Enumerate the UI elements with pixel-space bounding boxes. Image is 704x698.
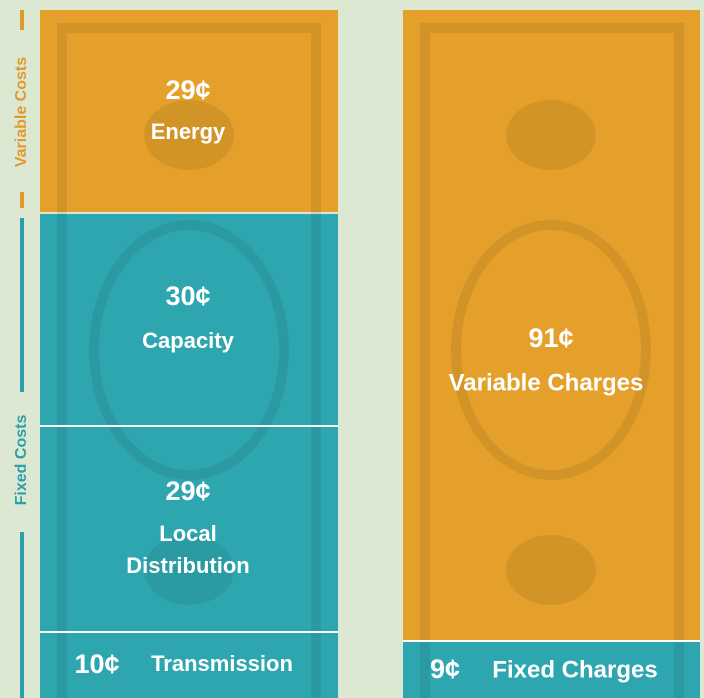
segment-label: Transmission xyxy=(151,651,293,676)
segment-label: Energy xyxy=(151,119,226,144)
segment-value: 29¢ xyxy=(165,75,210,105)
segment-label: Distribution xyxy=(126,553,249,578)
bill-ornament xyxy=(506,535,596,605)
segment-value: 30¢ xyxy=(165,281,210,311)
side-label: Variable Costs xyxy=(13,57,30,167)
bill-ornament xyxy=(506,100,596,170)
infographic: Variable Costs Fixed Costs 29¢ Energy 30… xyxy=(0,0,704,698)
segment-label: Local xyxy=(159,521,216,546)
segment-value: 10¢ xyxy=(74,649,119,679)
segment-value: 91¢ xyxy=(528,323,573,353)
side-label: Fixed Costs xyxy=(13,415,30,506)
segment-label: Variable Charges xyxy=(449,369,644,396)
left-bill: 29¢ Energy 30¢ Capacity 29¢ Local Distri… xyxy=(40,10,338,698)
segment-value: 29¢ xyxy=(165,476,210,506)
right-bill: 91¢ Variable Charges 9¢ Fixed Charges xyxy=(403,10,700,698)
segment-label: Capacity xyxy=(142,328,234,353)
segment-value: 9¢ xyxy=(430,654,460,684)
segment-label: Fixed Charges xyxy=(492,656,657,683)
